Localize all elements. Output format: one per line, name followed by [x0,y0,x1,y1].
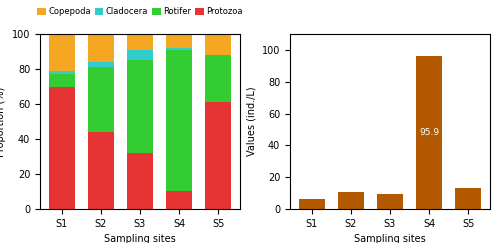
Bar [49,87,74,209]
Bar [49,34,74,71]
Bar [378,194,402,209]
X-axis label: Sampling sites: Sampling sites [104,234,176,243]
Bar [88,67,114,132]
X-axis label: Sampling sites: Sampling sites [354,234,426,243]
Bar [166,48,192,50]
Bar [128,60,152,153]
Bar [206,102,231,209]
Bar [49,74,74,87]
Bar [128,34,152,50]
Bar [88,34,114,62]
Bar [88,62,114,67]
Y-axis label: Values (ind./L): Values (ind./L) [246,87,256,156]
Text: 9.7: 9.7 [383,197,397,206]
Bar [166,50,192,191]
Bar [49,71,74,74]
Bar [206,55,231,102]
Bar [166,191,192,209]
Bar [206,34,231,55]
Bar [128,153,152,209]
Y-axis label: Proportion (%): Proportion (%) [0,86,6,157]
Legend: Copepoda, Cladocera, Rotifer, Protozoa: Copepoda, Cladocera, Rotifer, Protozoa [34,4,246,20]
Bar [456,188,481,209]
Bar [88,132,114,209]
Bar [128,50,152,60]
Text: 13.0: 13.0 [458,194,478,203]
Bar [338,192,363,209]
Text: 6.3: 6.3 [304,200,319,208]
Text: 10.6: 10.6 [341,196,361,205]
Bar [166,34,192,48]
Text: 95.9: 95.9 [419,128,439,137]
Bar [416,56,442,209]
Bar [299,199,324,209]
